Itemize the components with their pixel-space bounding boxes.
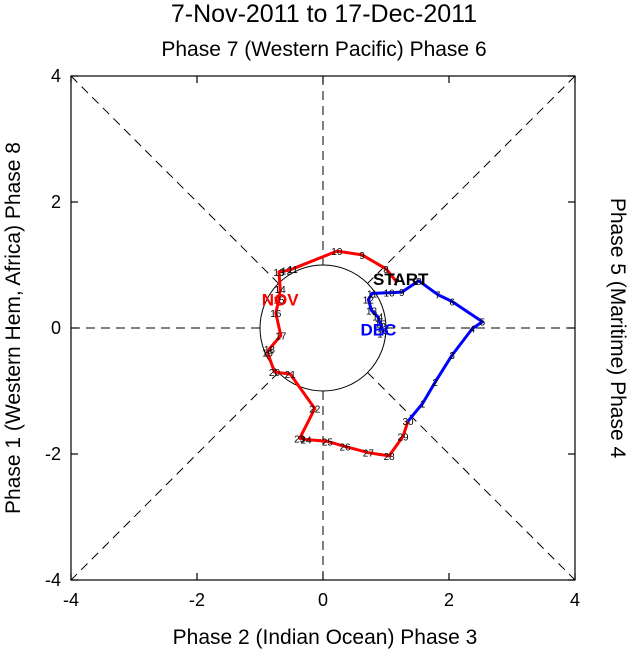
day-label: 11: [288, 265, 299, 276]
day-label: 21: [285, 370, 297, 381]
month-label-dec: DEC: [360, 320, 396, 339]
day-label: 19: [262, 349, 274, 360]
day-label: 22: [309, 405, 321, 416]
x-tick-label: 2: [444, 590, 454, 610]
day-label: 16: [377, 327, 389, 338]
day-label: 12: [363, 296, 375, 307]
start-label: START: [373, 270, 429, 289]
day-label: 2: [432, 378, 438, 389]
phase-guides: [70, 75, 576, 581]
day-label: 7: [435, 291, 441, 302]
y-tick-label: 0: [51, 318, 61, 338]
day-label: 24: [300, 436, 312, 447]
x-tick-label: 0: [318, 590, 328, 610]
chart-title: 7-Nov-2011 to 17-Dec-2011: [171, 0, 477, 28]
day-label: 17: [377, 330, 389, 341]
unit-circle: [259, 264, 387, 392]
day-label: 13: [273, 268, 285, 279]
day-label: 15: [273, 296, 285, 307]
day-label: 23: [294, 434, 306, 445]
day-label: 20: [269, 368, 281, 379]
day-label: 5: [480, 318, 486, 329]
month-label-nov: NOV: [262, 291, 300, 310]
y-axis-label-right: Phase 5 (Maritime) Phase 4: [606, 198, 628, 459]
day-label: 9: [399, 288, 405, 299]
day-label: 14: [275, 285, 287, 296]
day-label: 17: [275, 332, 287, 343]
y-tick-label: -2: [45, 444, 61, 464]
day-label: 15: [375, 320, 387, 331]
day-label: 18: [264, 345, 276, 356]
day-label: 3: [449, 351, 455, 362]
day-label: 14: [372, 313, 384, 324]
day-label: 26: [339, 442, 351, 453]
day-label: 8: [383, 265, 389, 276]
series-line-nov: [266, 249, 410, 458]
day-label: 1: [420, 400, 426, 411]
day-label: 8: [416, 277, 422, 288]
day-label: 7: [394, 278, 400, 289]
chart-subtitle: Phase 7 (Western Pacific) Phase 6: [161, 38, 486, 61]
guide-diagonal-bottom-left: [70, 372, 279, 581]
day-label: 25: [322, 437, 334, 448]
day-label: 10: [384, 289, 396, 300]
day-label: 27: [363, 449, 375, 460]
x-tick-label: -4: [63, 590, 79, 610]
day-label: 28: [384, 452, 396, 463]
day-label: 12: [281, 267, 293, 278]
x-tick-label: 4: [570, 590, 580, 610]
day-label: 30: [402, 417, 414, 428]
day-label: 6: [449, 298, 455, 309]
x-axis-label: Phase 2 (Indian Ocean) Phase 3: [173, 626, 478, 649]
day-label: 4: [470, 325, 476, 336]
y-tick-label: -4: [45, 570, 61, 590]
day-label: 29: [397, 432, 409, 443]
day-label: 10: [331, 247, 343, 258]
day-label: 13: [366, 306, 378, 317]
x-tick-label: -2: [189, 590, 205, 610]
day-label: 16: [270, 309, 282, 320]
day-label: 9: [359, 251, 365, 262]
guide-diagonal-top-left: [70, 75, 279, 284]
day-label: 11: [367, 289, 378, 300]
series-line-dec: [366, 279, 484, 423]
y-tick-label: 2: [51, 192, 61, 212]
y-tick-label: 4: [51, 66, 61, 86]
guide-diagonal-top-right: [367, 75, 576, 284]
y-axis-label-left: Phase 1 (Western Hem, Africa) Phase 8: [2, 142, 25, 514]
guide-diagonal-bottom-right: [367, 372, 576, 581]
